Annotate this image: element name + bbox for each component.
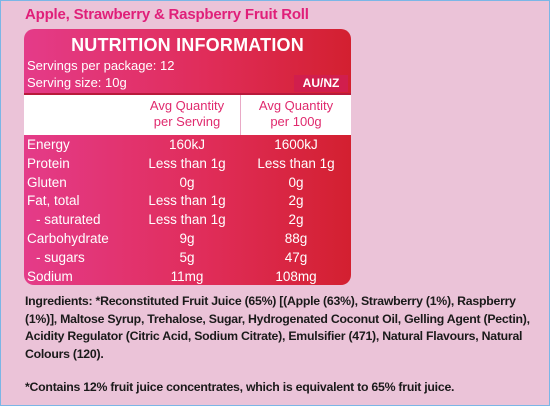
per-100g-value: 88g bbox=[284, 230, 308, 246]
per-serving-value: 160kJ bbox=[168, 137, 206, 152]
nutrient-name: Energy bbox=[27, 137, 70, 152]
col-per-100g-line1: Avg Quantity bbox=[258, 98, 334, 113]
serving-size: Serving size: 10g bbox=[27, 75, 127, 90]
nutrient-row-saturated: - saturated Less than 1g 2g bbox=[24, 211, 351, 230]
per-serving-value: 5g bbox=[179, 249, 195, 265]
per-100g-value: 47g bbox=[284, 249, 308, 265]
nutrition-header: NUTRITION INFORMATION Servings per packa… bbox=[24, 29, 351, 99]
region-badge: AU/NZ bbox=[294, 75, 348, 92]
nutrition-rows: Energy 160kJ 1600kJ Protein Less than 1g… bbox=[24, 136, 351, 285]
nutrient-name: Protein bbox=[27, 155, 70, 171]
per-serving-value: Less than 1g bbox=[148, 193, 226, 209]
nutrient-row-sodium: Sodium 11mg 108mg bbox=[24, 268, 351, 285]
col-per-serving-line2: per Serving bbox=[153, 114, 221, 129]
per-serving-value: 0g bbox=[179, 174, 195, 190]
nutrition-title: NUTRITION INFORMATION bbox=[71, 35, 304, 55]
panel-divider bbox=[24, 93, 351, 95]
nutrient-row-carbohydrate: Carbohydrate 9g 88g bbox=[24, 230, 351, 249]
per-100g-value: 2g bbox=[288, 193, 304, 209]
per-100g-value: 0g bbox=[288, 174, 304, 190]
col-per-100g-line2: per 100g bbox=[270, 114, 322, 129]
nutrient-name: Sodium bbox=[27, 268, 73, 284]
per-100g-value: 1600kJ bbox=[274, 137, 318, 152]
ingredients-text: Ingredients: *Reconstituted Fruit Juice … bbox=[25, 294, 530, 361]
col-per-100g-header: Avg Quantity per 100g bbox=[243, 98, 349, 130]
nutrient-row-fat-total: Fat, total Less than 1g 2g bbox=[24, 192, 351, 211]
product-title: Apple, Strawberry & Raspberry Fruit Roll bbox=[25, 6, 309, 23]
per-serving-value: 9g bbox=[179, 230, 195, 246]
servings-per-package: Servings per package: 12 bbox=[27, 58, 175, 73]
nutrition-panel: NUTRITION INFORMATION Servings per packa… bbox=[24, 29, 351, 285]
nutrient-row-gluten: Gluten 0g 0g bbox=[24, 174, 351, 193]
nutrient-row-protein: Protein Less than 1g Less than 1g bbox=[24, 155, 351, 174]
nutrient-name: Gluten bbox=[27, 174, 67, 190]
nutrient-name: Carbohydrate bbox=[27, 230, 109, 246]
per-serving-value: 11mg bbox=[170, 268, 204, 284]
per-100g-value: 2g bbox=[288, 212, 304, 228]
nutrient-row-energy: Energy 160kJ 1600kJ bbox=[24, 136, 351, 155]
nutrient-name: - sugars bbox=[36, 249, 85, 265]
per-100g-value: Less than 1g bbox=[257, 155, 335, 171]
juice-footnote: *Contains 12% fruit juice concentrates, … bbox=[25, 380, 455, 394]
col-per-serving-line1: Avg Quantity bbox=[149, 98, 225, 113]
per-serving-value: Less than 1g bbox=[148, 212, 226, 228]
per-serving-value: Less than 1g bbox=[148, 155, 226, 171]
column-divider bbox=[240, 95, 241, 135]
nutrient-row-sugars: - sugars 5g 47g bbox=[24, 249, 351, 268]
column-header-band: Avg Quantity per Serving Avg Quantity pe… bbox=[24, 95, 351, 135]
col-per-serving-header: Avg Quantity per Serving bbox=[136, 98, 238, 130]
per-100g-value: 108mg bbox=[275, 268, 317, 284]
nutrient-name: Fat, total bbox=[27, 193, 80, 209]
nutrient-name: - saturated bbox=[36, 212, 101, 228]
